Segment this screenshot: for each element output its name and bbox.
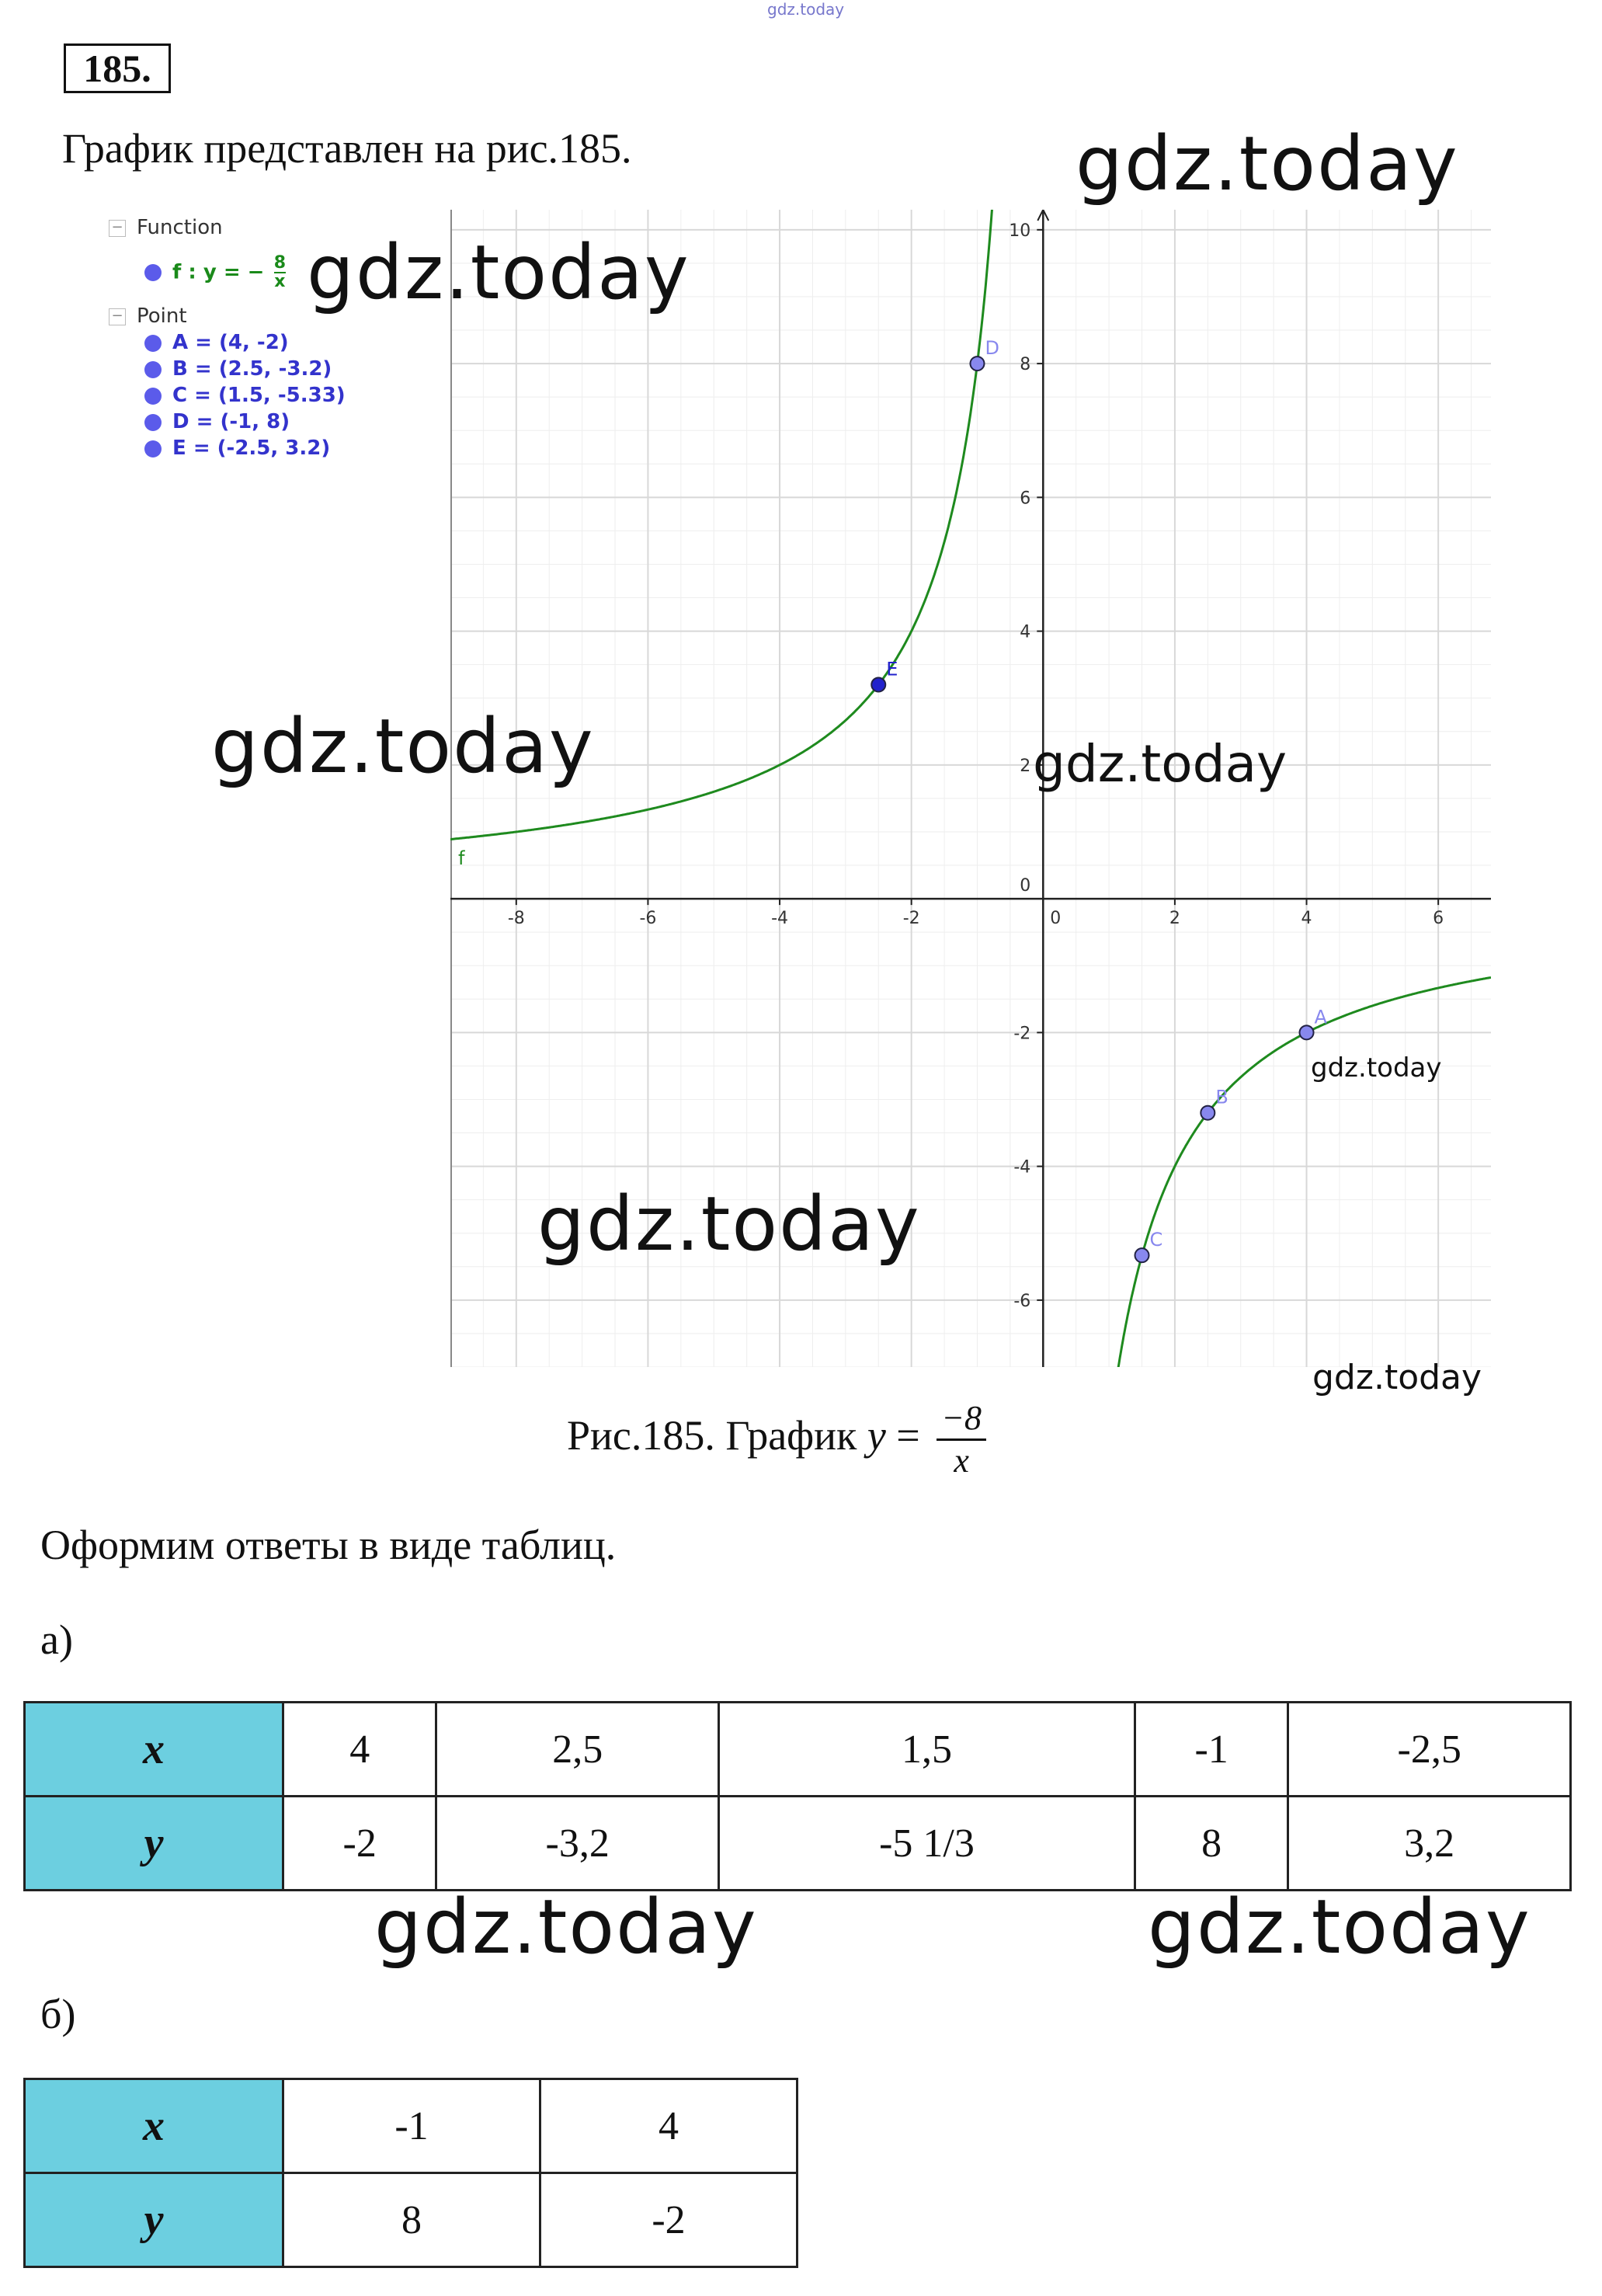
table-cell: 3,2	[1287, 1795, 1572, 1891]
table-cell: -1	[282, 2078, 541, 2174]
x-tick-label: 2	[1169, 909, 1180, 928]
data-point	[1134, 1247, 1150, 1264]
function-numerator: 8	[273, 253, 287, 273]
y-tick-label: 6	[1020, 489, 1030, 508]
x-tick-label: -2	[903, 909, 920, 928]
point-label: A	[1315, 1006, 1328, 1028]
y-tick-label: 10	[1009, 221, 1030, 241]
y-tick-label: 4	[1020, 623, 1030, 642]
row-header-x: x	[23, 1701, 284, 1797]
series-label: f	[458, 847, 465, 869]
point-label: B	[1215, 1087, 1228, 1108]
point-dot-icon	[144, 413, 162, 431]
point-dot-icon	[144, 387, 162, 405]
x-tick-label: -6	[639, 909, 656, 928]
point-label: D	[985, 337, 999, 359]
watermark: gdz.today	[1148, 1884, 1531, 1971]
table-cell: -5 1/3	[718, 1795, 1136, 1891]
point-dot-icon	[144, 360, 162, 378]
table-cell: 1,5	[718, 1701, 1136, 1797]
watermark: gdz.today	[1076, 120, 1459, 207]
data-point	[871, 677, 887, 693]
table-cell: -1	[1133, 1701, 1290, 1797]
function-graph: -8 -6 -4 -2 0 2 4 6 -6 -4 -2 0 2 4 6 8 10 f A B C D E	[450, 210, 1491, 1367]
table-cell: -2	[539, 2172, 798, 2268]
table-cell: 8	[282, 2172, 541, 2268]
point-item-a[interactable]: A = (4, -2)	[144, 331, 289, 354]
x-tick-label: 0	[1050, 909, 1061, 928]
watermark: gdz.today	[537, 1181, 921, 1268]
caption-numerator: −8	[937, 1398, 986, 1441]
part-b-label: б)	[40, 1991, 76, 2037]
table-cell: -3,2	[435, 1795, 721, 1891]
figure-caption: Рис.185. График y = −8 x	[567, 1398, 986, 1481]
table-cell: -2	[281, 1795, 438, 1891]
data-point	[1200, 1105, 1216, 1121]
table-cell: 4	[539, 2078, 798, 2174]
point-item-b[interactable]: B = (2.5, -3.2)	[144, 357, 332, 381]
table-b: x -1 4 y 8 -2	[23, 2078, 798, 2268]
point-label: C	[1150, 1229, 1163, 1251]
point-item-c[interactable]: C = (1.5, -5.33)	[144, 384, 346, 407]
watermark: gdz.today	[307, 229, 690, 316]
table-cell: 4	[281, 1701, 438, 1797]
y-tick-label: 2	[1020, 757, 1030, 776]
top-watermark: gdz.today	[767, 0, 845, 19]
y-tick-label: -6	[1013, 1292, 1030, 1311]
x-tick-label: 4	[1301, 909, 1312, 928]
table-cell: 8	[1133, 1795, 1290, 1891]
table-row: y -2 -3,2 -5 1/3 8 3,2	[23, 1795, 1572, 1891]
point-header: − Point	[109, 304, 187, 328]
row-header-y: y	[23, 1795, 284, 1891]
curve-left-branch	[450, 210, 993, 841]
function-denominator: x	[274, 272, 286, 291]
point-item-e[interactable]: E = (-2.5, 3.2)	[144, 437, 330, 460]
function-item[interactable]: f : y = − 8 x	[144, 253, 287, 291]
y-tick-label: -2	[1013, 1024, 1030, 1043]
part-a-label: а)	[40, 1616, 73, 1663]
table-row: x -1 4	[23, 2078, 798, 2174]
watermark: gdz.today	[1033, 734, 1288, 794]
y-tick-label: 0	[1020, 876, 1030, 896]
table-cell: 2,5	[435, 1701, 721, 1797]
watermark: gdz.today	[1311, 1052, 1442, 1084]
y-axis-arrow-icon	[1037, 210, 1050, 221]
function-dot-icon	[144, 264, 162, 281]
point-label: E	[886, 659, 898, 680]
x-tick-label: 6	[1433, 909, 1444, 928]
table-a: x 4 2,5 1,5 -1 -2,5 y -2 -3,2 -5 1/3 8 3…	[23, 1701, 1572, 1891]
data-point	[969, 356, 985, 372]
function-header: − Function	[109, 216, 223, 239]
caption-denominator: x	[954, 1442, 969, 1480]
y-tick-label: -4	[1013, 1158, 1030, 1178]
table-cell: -2,5	[1287, 1701, 1572, 1797]
table-row: x 4 2,5 1,5 -1 -2,5	[23, 1701, 1572, 1797]
table-row: y 8 -2	[23, 2172, 798, 2268]
x-tick-label: -8	[508, 909, 525, 928]
intro-text: График представлен на рис.185.	[62, 125, 632, 172]
collapse-icon[interactable]: −	[109, 219, 126, 237]
point-dot-icon	[144, 440, 162, 457]
watermark: gdz.today	[211, 703, 595, 790]
point-item-d[interactable]: D = (-1, 8)	[144, 410, 290, 433]
row-header-y: y	[23, 2172, 284, 2268]
collapse-icon[interactable]: −	[109, 308, 126, 325]
problem-number: 185.	[64, 43, 171, 93]
watermark: gdz.today	[374, 1884, 758, 1971]
answer-sentence: Оформим ответы в виде таблиц.	[40, 1522, 617, 1568]
row-header-x: x	[23, 2078, 284, 2174]
x-tick-label: -4	[771, 909, 788, 928]
watermark: gdz.today	[1312, 1358, 1482, 1397]
point-dot-icon	[144, 334, 162, 352]
data-point	[1298, 1025, 1315, 1041]
geogebra-legend: − Function f : y = − 8 x − Point A = (4, -…	[109, 210, 346, 474]
y-tick-label: 8	[1020, 355, 1030, 374]
